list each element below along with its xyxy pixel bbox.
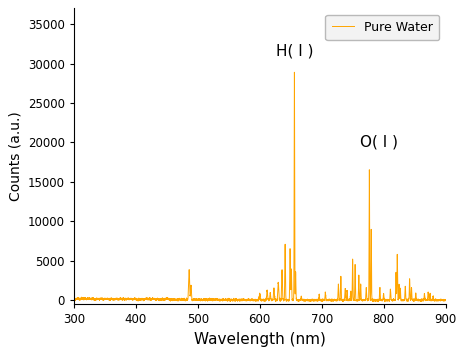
Pure Water [161, 298, 167, 302]
Text: H( I ): H( I ) [276, 44, 313, 59]
Pure Water [211, 297, 217, 302]
Legend: Pure Water: Pure Water [326, 15, 439, 40]
Pure Water [158, 297, 163, 301]
Pure Water [375, 300, 381, 304]
Pure Water [159, 296, 165, 300]
Y-axis label: Counts (a.u.): Counts (a.u.) [8, 111, 22, 201]
Pure Water [443, 297, 448, 302]
Text: O( I ): O( I ) [360, 134, 398, 149]
Pure Water [238, 297, 243, 302]
Pure Water [440, 298, 445, 302]
Pure Water [71, 297, 77, 301]
X-axis label: Wavelength (nm): Wavelength (nm) [194, 332, 326, 347]
Pure Water [292, 70, 297, 75]
Line: Pure Water: Pure Water [74, 72, 445, 302]
